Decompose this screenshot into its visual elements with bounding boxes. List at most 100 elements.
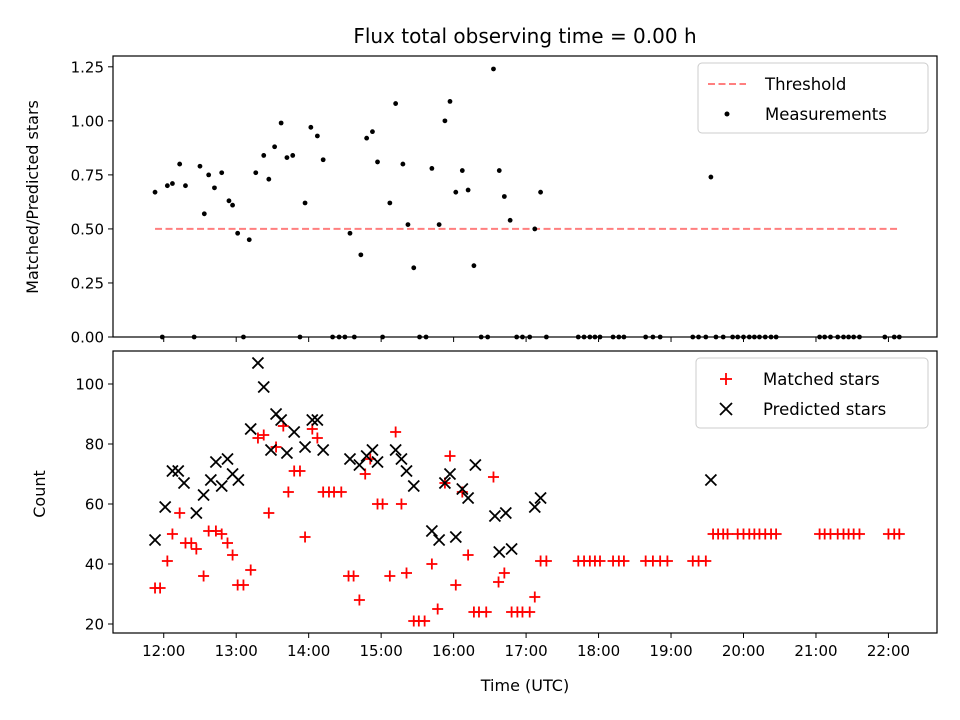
matched-star-point [529, 591, 541, 603]
predicted-star-point [499, 506, 512, 520]
predicted-star-point [190, 506, 203, 520]
top-plot-area [152, 66, 902, 340]
measurement-point [393, 101, 399, 106]
matched-star-point [395, 498, 407, 510]
measurement-point [387, 200, 393, 206]
bottom-x-tick-label: 14:00 [287, 642, 330, 660]
predicted-star-point [400, 464, 413, 478]
legend-threshold-label: Threshold [764, 75, 846, 94]
ratio-panel: Flux total observing time = 0.00 h Match… [23, 24, 938, 347]
measurement-point [453, 189, 459, 195]
measurement-point [358, 252, 364, 258]
measurement-point [491, 66, 496, 72]
top-y-tick-label: 1.25 [71, 58, 104, 76]
predicted-star-point [534, 491, 547, 505]
matched-star-point [401, 567, 413, 579]
matched-star-point [237, 579, 249, 591]
measurement-point [152, 189, 158, 195]
predicted-star-point [148, 533, 162, 547]
matched-star-point [444, 450, 456, 462]
matched-star-point [432, 603, 444, 615]
top-y-tick-label: 0.50 [71, 220, 104, 238]
measurement-point [532, 226, 538, 232]
bottom-y-tick-label: 100 [75, 376, 104, 394]
measurement-point [459, 168, 465, 173]
predicted-star-point [215, 479, 228, 493]
measurement-point [364, 135, 370, 141]
matched-star-point [190, 543, 202, 555]
bottom-x-tick-label: 19:00 [649, 642, 692, 660]
measurement-point [405, 222, 411, 228]
predicted-star-point [232, 473, 245, 487]
matched-star-point [770, 528, 782, 540]
measurement-point [447, 98, 453, 104]
predicted-star-point [197, 488, 210, 502]
measurement-point [206, 172, 212, 178]
measurement-point [370, 129, 375, 135]
predicted-star-point [274, 413, 288, 427]
measurement-point [400, 161, 406, 167]
top-y-tick-label: 0.00 [71, 329, 104, 347]
legend-predicted-swatch [719, 402, 733, 416]
matched-star-point [618, 555, 630, 567]
matched-star-point [161, 555, 173, 567]
measurement-point [375, 159, 380, 165]
matched-star-point [524, 606, 536, 618]
measurement-point [235, 230, 241, 236]
predicted-star-point [425, 524, 439, 538]
matched-star-point [185, 537, 197, 549]
predicted-star-point [353, 458, 366, 472]
measurement-point [290, 153, 296, 158]
bottom-x-tick-label: 16:00 [432, 642, 475, 660]
legend-matched-label: Matched stars [763, 370, 880, 389]
bottom-y-tick-label: 20 [85, 616, 104, 634]
predicted-star-point [298, 440, 312, 454]
matched-star-point [700, 555, 712, 567]
measurement-point [465, 187, 471, 193]
measurement-point [308, 124, 314, 130]
predicted-star-point [288, 425, 301, 439]
measurement-point [278, 120, 284, 126]
matched-star-point [335, 486, 347, 498]
bottom-x-axis: 12:00 13:00 14:00 15:00 16:00 17:00 18:00 19:00… [142, 633, 910, 660]
measurement-point [411, 265, 417, 271]
matched-star-point [384, 570, 396, 582]
matched-star-point [498, 567, 510, 579]
measurement-point [471, 263, 477, 269]
matched-star-point [722, 528, 734, 540]
matched-star-point [294, 465, 306, 477]
measurement-point [302, 200, 308, 206]
measurement-point [320, 157, 326, 163]
measurement-point [246, 237, 252, 243]
predicted-star-point [493, 545, 506, 559]
bottom-y-axis-label: Count [30, 470, 49, 518]
predicted-star-point [395, 452, 408, 466]
measurement-point [284, 155, 290, 160]
measurement-point [496, 168, 502, 173]
measurement-point [170, 181, 175, 186]
matched-star-point [426, 558, 438, 570]
matched-star-point [252, 432, 264, 444]
matched-star-point [222, 537, 234, 549]
predicted-star-point [528, 500, 541, 514]
matched-star-point [480, 606, 492, 618]
bottom-axes-frame [112, 350, 938, 634]
predicted-star-point [280, 446, 294, 460]
chart-title: Flux total observing time = 0.00 h [353, 24, 696, 48]
measurement-point [507, 217, 513, 223]
legend-measurements-label: Measurements [765, 105, 887, 124]
predicted-star-point [244, 422, 257, 436]
predicted-star-point [389, 443, 402, 457]
bottom-x-tick-label: 21:00 [794, 642, 837, 660]
legend-matched-swatch [720, 373, 732, 385]
measurement-point [314, 133, 320, 139]
bottom-y-tick-label: 40 [85, 556, 104, 574]
matched-star-point [154, 582, 166, 594]
legend-predicted-label: Predicted stars [763, 400, 886, 419]
legend-measurements-swatch [724, 111, 730, 117]
predicted-star-point [438, 476, 452, 490]
matched-star-point [258, 429, 270, 441]
bottom-legend: Matched stars Predicted stars [695, 357, 929, 429]
measurement-point [219, 170, 225, 176]
matched-star-point [487, 471, 499, 483]
